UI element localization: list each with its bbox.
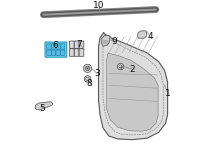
Polygon shape [99,32,168,140]
Polygon shape [107,53,158,131]
Text: 2: 2 [130,65,135,74]
FancyBboxPatch shape [74,49,79,56]
Text: 7: 7 [77,40,82,49]
FancyBboxPatch shape [60,50,65,55]
FancyBboxPatch shape [69,49,74,56]
Circle shape [117,63,124,70]
FancyBboxPatch shape [51,50,56,55]
Text: 1: 1 [165,89,170,98]
Text: 5: 5 [39,103,45,113]
FancyBboxPatch shape [79,41,84,49]
FancyBboxPatch shape [47,44,51,49]
FancyBboxPatch shape [51,44,56,49]
Text: 3: 3 [94,69,100,78]
FancyBboxPatch shape [47,50,51,55]
FancyBboxPatch shape [60,44,65,49]
Circle shape [86,77,89,81]
FancyBboxPatch shape [56,44,60,49]
FancyBboxPatch shape [69,41,74,49]
FancyBboxPatch shape [56,50,60,55]
Polygon shape [137,31,147,38]
Circle shape [83,64,92,72]
FancyBboxPatch shape [74,41,79,49]
Circle shape [119,65,122,68]
Text: 6: 6 [52,41,58,50]
Polygon shape [35,102,53,110]
FancyBboxPatch shape [79,49,84,56]
Text: 4: 4 [147,32,153,41]
FancyBboxPatch shape [45,42,67,57]
Text: 9: 9 [111,37,117,46]
Text: 10: 10 [93,1,104,10]
Polygon shape [101,35,110,46]
Circle shape [85,66,90,71]
Circle shape [84,76,91,82]
Text: 8: 8 [87,79,93,88]
